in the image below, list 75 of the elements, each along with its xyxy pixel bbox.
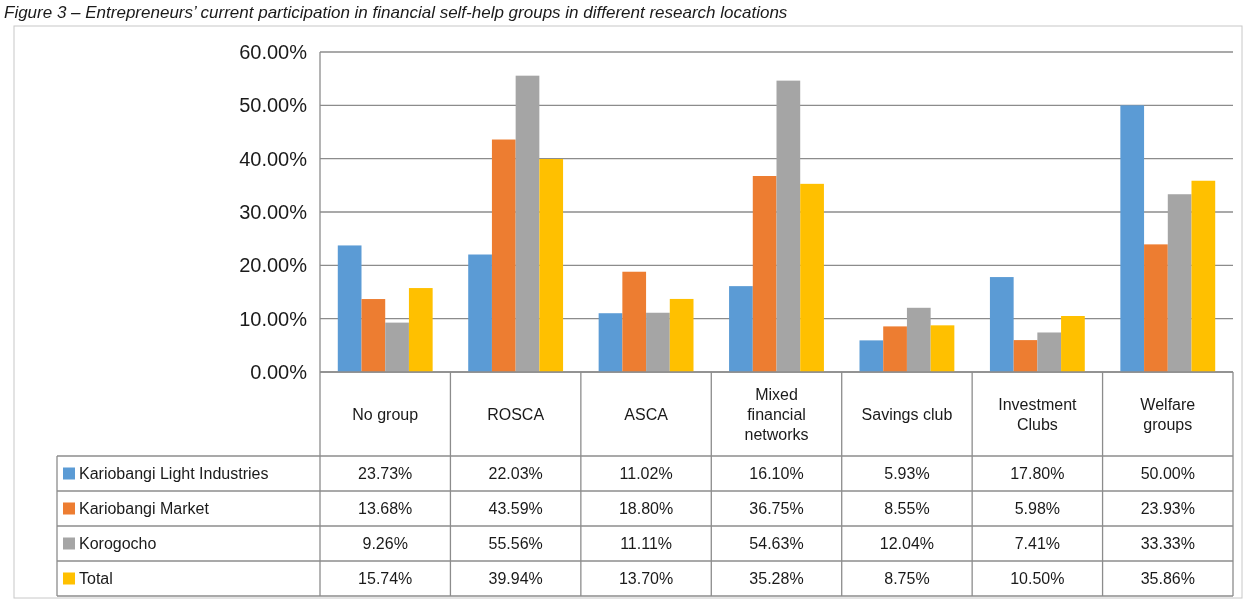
bar bbox=[752, 176, 777, 372]
bar bbox=[622, 271, 647, 372]
bar bbox=[408, 288, 433, 372]
bar bbox=[468, 254, 492, 372]
bar bbox=[1061, 316, 1085, 372]
legend-label: Korogocho bbox=[79, 535, 157, 553]
data-label: 5.98% bbox=[1014, 500, 1061, 518]
bar bbox=[859, 340, 884, 372]
x-tick-label: ROSCA bbox=[487, 405, 545, 423]
data-label: 9.26% bbox=[362, 535, 408, 553]
data-label: 22.03% bbox=[488, 465, 543, 483]
legend-label: Kariobangi Light Industries bbox=[79, 465, 269, 483]
data-label: 35.86% bbox=[1140, 570, 1195, 588]
data-label: 55.56% bbox=[488, 535, 543, 553]
data-label: 36.75% bbox=[749, 500, 804, 518]
bar bbox=[1144, 244, 1168, 372]
data-label: 23.93% bbox=[1140, 500, 1195, 518]
data-label: 15.74% bbox=[358, 570, 413, 588]
bar bbox=[1037, 332, 1062, 372]
bar bbox=[1013, 340, 1038, 372]
bar bbox=[776, 80, 801, 372]
bar bbox=[1167, 194, 1192, 372]
data-label: 17.80% bbox=[1010, 465, 1065, 483]
bar bbox=[337, 245, 362, 372]
data-label: 35.28% bbox=[749, 570, 804, 588]
x-tick-label: Investment Clubs bbox=[998, 395, 1078, 433]
x-tick-label: ASCA bbox=[624, 405, 669, 423]
data-label: 13.68% bbox=[358, 500, 413, 518]
y-tick-label: 40.00% bbox=[239, 147, 308, 170]
data-label: 39.94% bbox=[488, 570, 543, 588]
data-label: 33.33% bbox=[1140, 535, 1195, 553]
x-tick-label: Welfare groups bbox=[1140, 395, 1196, 433]
bar bbox=[385, 322, 409, 372]
data-label: 16.10% bbox=[749, 465, 804, 483]
x-tick-label: Mixed financial networks bbox=[744, 385, 809, 443]
bar bbox=[598, 313, 623, 372]
chart-title: Figure 3 – Entrepreneurs’ current participation in financial self-help groups in different research locations bbox=[4, 3, 788, 22]
bar bbox=[883, 326, 907, 372]
bar bbox=[361, 299, 386, 372]
bar bbox=[930, 325, 955, 372]
data-label: 8.55% bbox=[884, 500, 930, 518]
data-label: 5.93% bbox=[884, 465, 930, 483]
y-tick-label: 60.00% bbox=[239, 41, 308, 63]
data-label: 7.41% bbox=[1014, 535, 1061, 553]
bar bbox=[515, 75, 540, 372]
data-label: 18.80% bbox=[618, 500, 674, 518]
data-label: 11.02% bbox=[619, 465, 673, 483]
bar bbox=[1120, 105, 1145, 372]
data-label: 23.73% bbox=[358, 465, 413, 483]
data-label: 12.04% bbox=[879, 535, 935, 553]
bar bbox=[646, 312, 670, 372]
data-label: 50.00% bbox=[1140, 465, 1195, 483]
legend-label: Kariobangi Market bbox=[79, 500, 210, 518]
data-label: 11.11% bbox=[620, 535, 673, 553]
bar bbox=[491, 139, 516, 372]
data-label: 54.63% bbox=[749, 535, 804, 553]
x-tick-label: Savings club bbox=[861, 405, 953, 423]
y-tick-label: 30.00% bbox=[239, 201, 308, 223]
legend-label: Total bbox=[79, 570, 113, 588]
x-tick-label: No group bbox=[352, 405, 419, 423]
y-tick-label: 50.00% bbox=[239, 94, 308, 117]
bar bbox=[800, 183, 824, 372]
y-tick-label: 0.00% bbox=[250, 361, 308, 383]
data-label: 43.59% bbox=[488, 500, 543, 518]
data-label: 10.50% bbox=[1010, 570, 1065, 588]
data-label: 8.75% bbox=[884, 570, 930, 588]
bar bbox=[1191, 180, 1216, 372]
y-tick-label: 10.00% bbox=[239, 307, 308, 330]
y-tick-label: 20.00% bbox=[239, 254, 308, 277]
bar bbox=[729, 286, 753, 372]
bar bbox=[669, 298, 694, 372]
bar bbox=[906, 307, 931, 372]
bar bbox=[989, 277, 1014, 372]
bar bbox=[539, 158, 564, 372]
data-label: 13.70% bbox=[618, 570, 674, 588]
